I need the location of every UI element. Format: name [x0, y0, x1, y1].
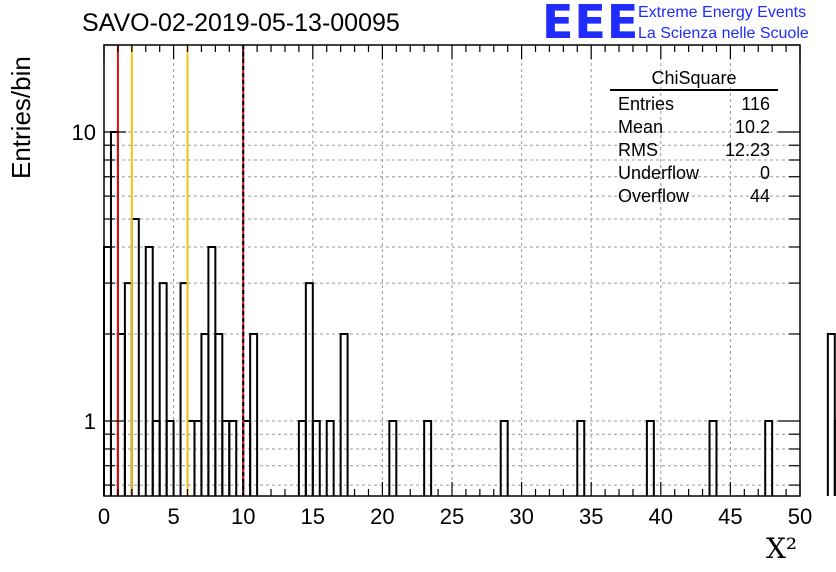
stats-row-mean: Mean 10.2 — [610, 116, 778, 139]
histogram-bar — [833, 419, 836, 496]
histogram-bar — [499, 419, 509, 496]
stats-value: 0 — [759, 163, 770, 183]
histogram-bar — [116, 332, 126, 496]
histogram-bar — [645, 419, 655, 496]
stats-value: 10.2 — [734, 117, 770, 137]
y-axis-label: Entries/bin — [6, 56, 36, 179]
histogram-bar — [228, 419, 238, 496]
histogram-bar — [179, 282, 189, 496]
logo-line-2: La Scienza nelle Scuole — [638, 25, 809, 42]
stats-title: ChiSquare — [610, 67, 778, 91]
x-tick-label: 45 — [718, 504, 742, 529]
x-tick-label: 10 — [231, 504, 255, 529]
histogram-bar — [123, 282, 133, 496]
stats-row-overflow: Overflow 44 — [610, 185, 778, 208]
x-tick-label: 5 — [167, 504, 179, 529]
histogram-bar — [214, 332, 224, 496]
histogram-bar — [764, 419, 774, 496]
y-tick-label: 1 — [84, 409, 96, 434]
stats-row-entries: Entries 116 — [610, 93, 778, 116]
stats-label: Mean — [618, 117, 664, 137]
x-tick-label: 0 — [98, 504, 110, 529]
histogram-bar — [200, 332, 210, 496]
histogram-bar — [130, 217, 140, 496]
histogram-bar — [144, 245, 154, 496]
x-axis-label: X² — [766, 532, 798, 565]
histogram-bar — [103, 245, 112, 496]
logo-mark: EEE — [542, 0, 640, 49]
histogram-bar — [249, 332, 259, 496]
x-tick-label: 20 — [370, 504, 394, 529]
stats-label: Overflow — [618, 186, 690, 206]
y-tick-label: 10 — [72, 120, 96, 145]
stats-box: ChiSquare Entries 116 Mean 10.2 RMS 12.2… — [610, 67, 778, 208]
stats-label: Entries — [618, 94, 675, 114]
histogram-bar — [165, 419, 175, 496]
histogram-bar — [207, 245, 217, 496]
stats-label: Underflow — [618, 163, 700, 183]
histogram-bar — [325, 419, 335, 496]
x-tick-label: 40 — [649, 504, 673, 529]
x-tick-label: 50 — [788, 504, 812, 529]
histogram-bar — [109, 130, 119, 496]
grid-lines — [104, 45, 800, 496]
histogram-bar — [388, 419, 398, 496]
histogram-bar — [311, 419, 321, 496]
histogram-bar — [826, 332, 836, 496]
x-tick-label: 30 — [509, 504, 533, 529]
axes — [103, 44, 801, 497]
stats-value: 44 — [749, 186, 770, 206]
histogram-bar — [576, 419, 586, 496]
eee-logo: EEE Extreme Energy Events La Scienza nel… — [542, 0, 832, 49]
chart-title: SAVO-02-2019-05-13-00095 — [82, 9, 400, 37]
histogram-bar — [708, 419, 718, 496]
tick-labels: 0 5 10 15 20 25 30 35 40 45 50 1 10 — [72, 120, 813, 529]
histogram-bar — [304, 282, 314, 496]
histogram-bar — [339, 332, 349, 496]
stats-row-underflow: Underflow 0 — [610, 162, 778, 185]
histogram-bar — [158, 282, 168, 496]
stats-value: 116 — [741, 94, 770, 114]
stats-row-rms: RMS 12.23 — [610, 139, 778, 162]
vertical-markers — [116, 45, 245, 496]
logo-line-1: Extreme Energy Events — [638, 4, 807, 21]
x-tick-label: 25 — [440, 504, 464, 529]
histogram-bar — [423, 419, 433, 496]
x-tick-label: 15 — [301, 504, 325, 529]
stats-label: RMS — [618, 140, 658, 160]
stats-value: 12.23 — [724, 140, 770, 160]
x-tick-label: 35 — [579, 504, 603, 529]
